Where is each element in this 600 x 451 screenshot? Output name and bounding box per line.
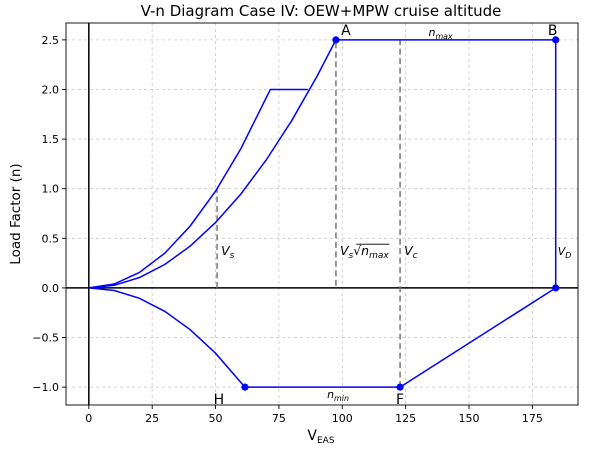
y-tick-label: 1.5 [42, 133, 60, 146]
envelope-series [88, 39, 557, 388]
x-tick-label: 175 [522, 412, 543, 425]
corner-point-marker [241, 383, 249, 391]
point-label: H [214, 392, 225, 408]
x-tick-label: 100 [332, 412, 353, 425]
corner-point-marker [552, 36, 560, 44]
reference-line-label: Vc [404, 243, 418, 261]
point-label: B [548, 23, 558, 39]
x-axis-label: VEAS [307, 428, 334, 446]
annotations: A B H F Vs Vs√nmax Vc nmax nmin VD [214, 23, 572, 408]
series-line-2 [88, 39, 556, 289]
zero-axes [66, 23, 578, 405]
corner-point-marker [332, 36, 340, 44]
y-axis-label: Load Factor (n) [8, 163, 24, 264]
y-tick-label: 0.5 [42, 232, 60, 245]
x-tick-label: 0 [85, 412, 92, 425]
annotation-label: VD [558, 245, 572, 260]
reference-line-label: Vs [221, 243, 235, 261]
y-tick-label: −0.5 [32, 332, 59, 345]
reference-line-label: Vs√nmax [340, 243, 389, 261]
point-label: F [396, 392, 404, 408]
x-tick-label: 125 [395, 412, 416, 425]
chart-title: V-n Diagram Case IV: OEW+MPW cruise alti… [141, 2, 502, 20]
series-line-1 [88, 88, 308, 289]
y-tick-label: 2.0 [42, 83, 60, 96]
y-tick-label: −1.0 [32, 381, 59, 394]
corner-points [241, 36, 560, 391]
grid [66, 23, 578, 405]
corner-point-marker [396, 383, 404, 391]
plot-frame [65, 22, 579, 406]
reference-lines [216, 39, 401, 388]
point-label: A [341, 23, 351, 39]
annotation-label: nmin [327, 388, 349, 403]
y-tick-label: 1.0 [42, 183, 60, 196]
series-line-4 [88, 287, 557, 388]
x-tick-label: 75 [272, 412, 286, 425]
corner-point-marker [552, 284, 560, 292]
y-axis-ticks: −1.0 −0.5 0.0 0.5 1.0 1.5 2.0 2.5 [32, 34, 66, 394]
y-tick-label: 2.5 [42, 34, 60, 47]
x-tick-label: 25 [145, 412, 159, 425]
x-tick-label: 50 [209, 412, 223, 425]
y-tick-label: 0.0 [42, 282, 60, 295]
annotation-label: nmax [428, 26, 453, 41]
x-axis-ticks: 0 25 50 75 100 125 150 175 [85, 405, 543, 425]
x-tick-label: 150 [459, 412, 480, 425]
